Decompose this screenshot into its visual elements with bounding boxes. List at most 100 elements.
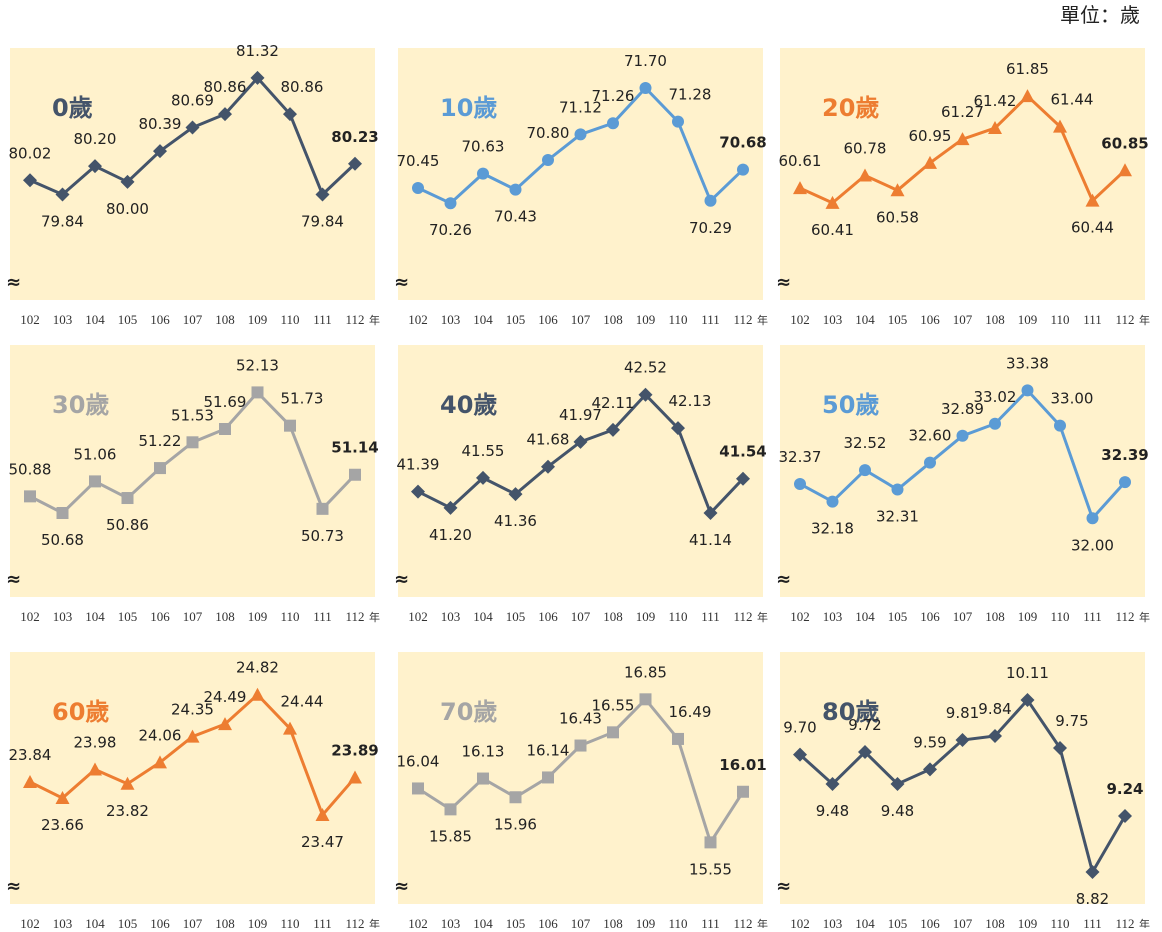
marker: [476, 470, 490, 485]
value-label: 70.63: [462, 138, 505, 156]
marker: [672, 732, 684, 745]
panel: [780, 652, 1145, 904]
x-tick-label: 108: [603, 609, 623, 624]
x-tick-label: 107: [953, 916, 973, 928]
marker: [218, 717, 232, 731]
marker: [923, 155, 937, 169]
marker: [1054, 419, 1066, 432]
axis-break: ≈: [6, 272, 21, 293]
x-tick-label: 102: [408, 312, 428, 327]
x-tick-label: 103: [441, 312, 461, 327]
marker: [825, 195, 840, 209]
value-label: 24.35: [171, 701, 214, 719]
marker: [348, 770, 362, 784]
value-label: 51.69: [204, 393, 247, 411]
value-label: 32.37: [779, 448, 822, 466]
x-tick-label: 105: [888, 916, 908, 928]
marker: [671, 421, 685, 436]
x-tick-label: 110: [668, 609, 687, 624]
x-tick-label: 109: [636, 609, 656, 624]
value-label: 61.44: [1051, 91, 1094, 109]
value-label: 71.26: [592, 87, 635, 105]
x-tick-label: 103: [53, 609, 73, 624]
chart-title: 40歲: [440, 391, 497, 419]
marker: [23, 775, 37, 789]
marker: [639, 82, 652, 94]
value-label: 71.28: [669, 86, 712, 104]
value-label: 42.13: [669, 392, 712, 410]
marker: [444, 197, 457, 210]
x-tick-label: 103: [823, 312, 843, 327]
x-tick-label: 112: [345, 916, 364, 928]
value-label: 33.02: [974, 388, 1017, 406]
value-label: 41.54: [719, 443, 766, 461]
value-label: 50.86: [106, 516, 149, 534]
value-label: 80.86: [281, 78, 324, 96]
marker: [1053, 741, 1067, 755]
axis-break: ≈: [394, 569, 409, 590]
panel: [398, 652, 763, 904]
marker: [825, 777, 840, 791]
value-label: 16.14: [527, 741, 570, 759]
x-tick-label: 109: [248, 312, 268, 327]
marker: [56, 507, 69, 519]
value-label: 16.49: [669, 703, 712, 721]
marker: [793, 747, 807, 762]
marker: [1021, 384, 1034, 397]
marker: [55, 791, 70, 805]
x-tick-label: 105: [506, 312, 526, 327]
x-tick-label: 108: [603, 916, 623, 928]
value-label: 32.31: [876, 508, 919, 526]
x-tick-label: 107: [183, 609, 203, 624]
marker: [411, 484, 425, 499]
x-tick-label: 110: [280, 312, 299, 327]
marker: [989, 417, 1001, 430]
value-label: 51.06: [74, 445, 117, 463]
value-label: 79.84: [41, 212, 84, 230]
x-tick-label: 103: [441, 609, 461, 624]
value-label: 42.52: [624, 359, 667, 377]
marker: [826, 495, 839, 508]
x-tick-label: 110: [1050, 312, 1069, 327]
chart-title: 30歲: [52, 391, 109, 419]
value-label: 80.39: [139, 115, 182, 133]
x-unit: 年: [1139, 917, 1150, 928]
x-tick-label: 104: [85, 916, 105, 928]
value-label: 60.95: [909, 127, 952, 145]
value-label: 9.70: [783, 719, 816, 737]
x-unit: 年: [757, 610, 768, 624]
value-label: 50.73: [301, 527, 344, 545]
x-tick-label: 106: [920, 312, 940, 327]
marker: [890, 183, 905, 197]
marker: [858, 168, 872, 182]
x-tick-label: 107: [953, 312, 973, 327]
x-tick-label: 111: [1083, 916, 1102, 928]
chart-title: 80歲: [822, 698, 879, 726]
value-label: 16.13: [462, 743, 505, 761]
value-label: 41.14: [689, 531, 732, 549]
marker: [509, 791, 522, 804]
x-tick-label: 103: [823, 609, 843, 624]
marker: [955, 733, 970, 747]
value-label: 70.80: [527, 124, 570, 142]
marker: [412, 782, 424, 795]
marker: [1118, 163, 1132, 177]
marker: [154, 462, 166, 475]
value-label: 9.75: [1055, 712, 1088, 730]
value-label: 24.82: [236, 659, 279, 677]
value-label: 9.84: [978, 700, 1011, 718]
x-unit: 年: [1139, 610, 1150, 624]
panel: [10, 345, 375, 597]
value-label: 80.86: [204, 78, 247, 96]
chart-title: 0歲: [52, 94, 93, 122]
marker: [574, 739, 587, 752]
x-tick-label: 111: [701, 312, 720, 327]
x-tick-label: 107: [183, 312, 203, 327]
x-tick-label: 111: [313, 916, 332, 928]
x-tick-label: 109: [248, 916, 268, 928]
value-label: 32.39: [1101, 446, 1148, 464]
x-tick-label: 106: [150, 609, 170, 624]
value-label: 24.49: [204, 688, 247, 706]
